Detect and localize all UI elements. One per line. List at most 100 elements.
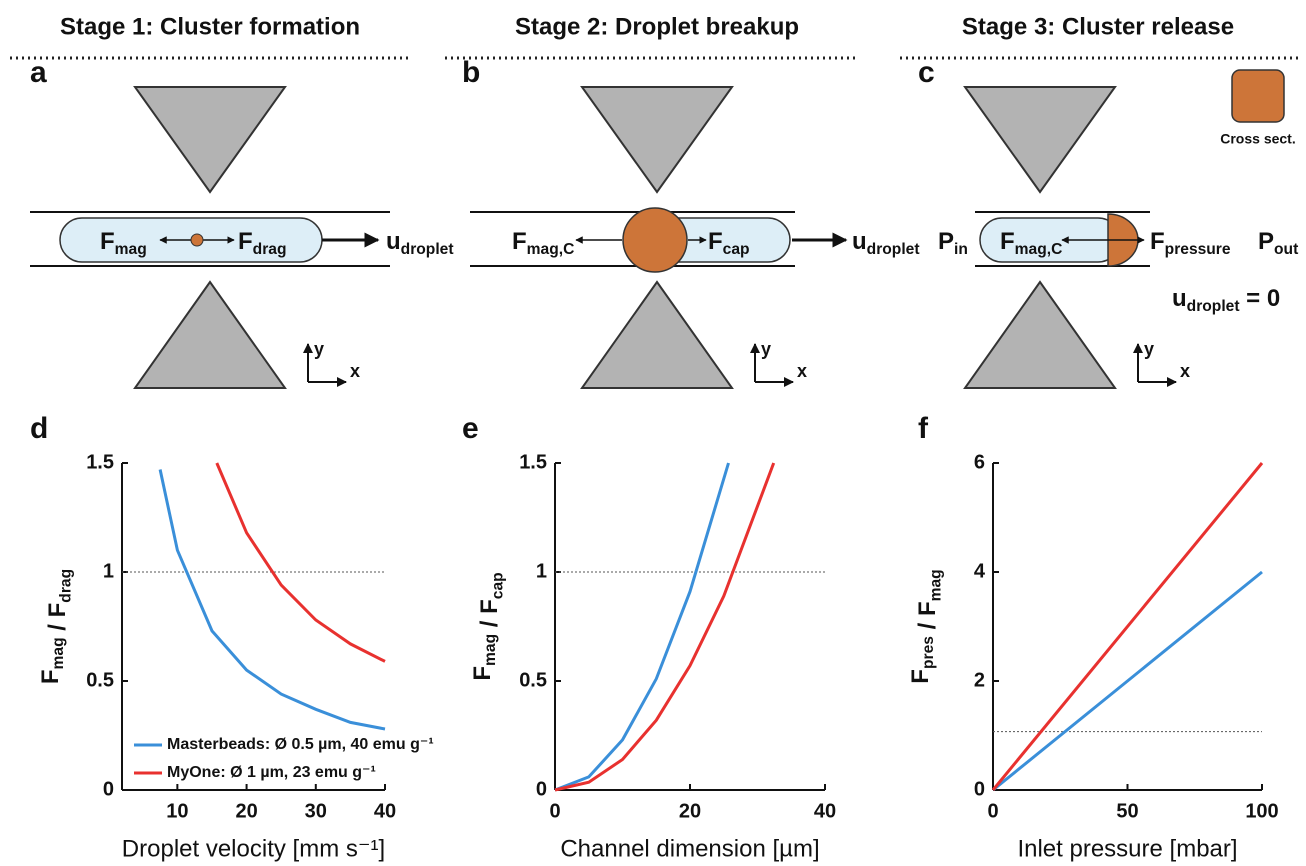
stage-title: Stage 3: Cluster release [962, 13, 1234, 40]
magnet-bottom [965, 282, 1115, 388]
y-tick-label: 1.5 [86, 451, 114, 473]
label-sub: in [954, 241, 968, 258]
y-tick-label: 2 [974, 669, 985, 691]
x-axis-label: Inlet pressure [mbar] [1017, 835, 1237, 862]
y-tick-label: 6 [974, 451, 985, 473]
x-tick-label: 100 [1245, 800, 1278, 822]
label-sub: mag,C [1015, 241, 1063, 258]
y-tick-label: 0 [974, 778, 985, 800]
stage-title: Stage 1: Cluster formation [60, 13, 360, 40]
pressure-label: Pout [1258, 228, 1298, 258]
label-main: / F [477, 599, 504, 634]
x-axis-label: Droplet velocity [mm s⁻¹] [122, 835, 385, 862]
label-main: P [938, 228, 954, 255]
label-main: u [386, 228, 401, 255]
magnet-top [965, 87, 1115, 192]
legend-label: MyOne: Ø 1 µm, 23 emu g⁻¹ [167, 764, 376, 781]
x-tick-label: 20 [679, 800, 701, 822]
series-line [555, 463, 774, 790]
label-sub: droplet [401, 241, 454, 258]
magnet-top [135, 87, 285, 192]
x-tick-label: 20 [235, 800, 257, 822]
label-main: F [907, 669, 934, 684]
y-tick-label: 1.5 [519, 451, 547, 473]
label-sub: droplet [1187, 298, 1240, 315]
y-tick-label: 0.5 [86, 669, 114, 691]
label-main: F [238, 228, 253, 255]
label-sub: drag [253, 241, 287, 258]
pressure-label: Pin [938, 228, 968, 258]
label-main: / F [915, 601, 942, 636]
x-axis-label: Channel dimension [µm] [560, 835, 819, 862]
label-sub: pressure [1165, 241, 1231, 258]
label-sub: mag,C [527, 241, 575, 258]
x-tick-label: 10 [166, 800, 188, 822]
y-tick-label: 0 [103, 778, 114, 800]
series-line [993, 572, 1262, 790]
force-label: Fpressure [1150, 228, 1231, 258]
series-line [555, 463, 729, 790]
label-main: F [1150, 228, 1165, 255]
label-sub: out [1274, 241, 1298, 258]
x-tick-label: 0 [549, 800, 560, 822]
x-tick-label: 50 [1116, 800, 1138, 822]
label-main: P [1258, 228, 1274, 255]
cross-section [1232, 70, 1284, 122]
series-line [160, 470, 385, 730]
y-axis-label: Fmag / Fcap [469, 572, 506, 680]
panel-letter: f [918, 412, 929, 445]
series-line [993, 463, 1262, 790]
y-axis-label: Fpres / Fmag [907, 569, 944, 683]
axis-icon-x-label: x [797, 361, 807, 381]
label-sub: mag [928, 569, 945, 601]
x-tick-label: 30 [305, 800, 327, 822]
panel-letter: a [30, 56, 47, 89]
velocity-label: udroplet [852, 228, 920, 258]
label-main: F [37, 669, 64, 684]
panel-letter: c [918, 56, 935, 89]
label-sub: cap [490, 572, 507, 599]
y-tick-label: 1 [536, 560, 547, 582]
magnet-bottom [135, 282, 285, 388]
label-sub: mag [50, 637, 67, 669]
label-sub: cap [723, 241, 750, 258]
velocity-label: udroplet [386, 228, 454, 258]
axis-icon-y-label: y [314, 339, 324, 359]
series-line [217, 463, 385, 661]
label-main: u [852, 228, 867, 255]
x-tick-label: 40 [814, 800, 836, 822]
x-tick-label: 40 [374, 800, 396, 822]
y-tick-label: 1 [103, 560, 114, 582]
label-sub: mag [482, 634, 499, 666]
y-tick-label: 0 [536, 778, 547, 800]
label-main: F [512, 228, 527, 255]
y-axis-label: Fmag / Fdrag [37, 569, 74, 684]
magnet-top [582, 87, 732, 192]
stage-title: Stage 2: Droplet breakup [515, 13, 799, 40]
legend-label: Masterbeads: Ø 0.5 µm, 40 emu g⁻¹ [167, 736, 434, 753]
label-main: F [708, 228, 723, 255]
label-sub: drag [58, 569, 75, 603]
cluster [191, 234, 203, 246]
label-sub: mag [115, 241, 147, 258]
velocity-label: udroplet = 0 [1172, 285, 1280, 315]
label-main: F [1000, 228, 1015, 255]
label-main: F [469, 666, 496, 681]
panel-letter: d [30, 412, 48, 445]
label-sub: droplet [867, 241, 920, 258]
label-main: F [100, 228, 115, 255]
inset-label: Cross sect. [1220, 131, 1295, 147]
label-main: / F [45, 603, 72, 638]
label-sub: pres [920, 636, 937, 669]
y-tick-label: 0.5 [519, 669, 547, 691]
figure: Stage 1: Cluster formation a y x Stage 2: Dr… [0, 0, 1306, 866]
magnet-bottom [582, 282, 732, 388]
axis-icon-x-label: x [350, 361, 360, 381]
panel-letter: e [462, 412, 479, 445]
y-tick-label: 4 [974, 560, 986, 582]
x-tick-label: 0 [987, 800, 998, 822]
panel-letter: b [462, 56, 480, 89]
cluster [623, 208, 687, 272]
axis-icon-x-label: x [1180, 361, 1190, 381]
label-main: u [1172, 285, 1187, 312]
